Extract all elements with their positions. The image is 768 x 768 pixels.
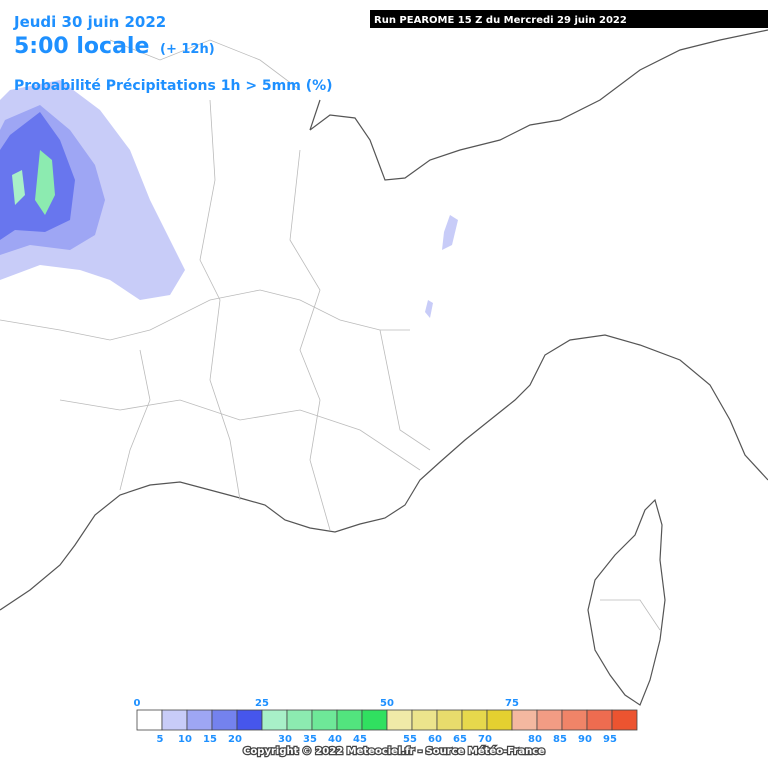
date: Jeudi 30 juin 2022 [13, 13, 166, 31]
legend-top-label: 0 [134, 698, 141, 709]
legend-swatch [261, 709, 288, 731]
legend-swatch [236, 709, 263, 731]
legend-swatch [436, 709, 463, 731]
legend-bottom-label: 30 [278, 734, 292, 745]
legend-swatch [161, 709, 188, 731]
legend-top-label: 50 [380, 698, 394, 709]
legend-swatch [361, 709, 388, 731]
offset: (+ 12h) [160, 42, 215, 57]
legend-top-label: 75 [505, 698, 519, 709]
legend-bottom-label: 65 [453, 734, 467, 745]
legend-bottom-label: 90 [578, 734, 592, 745]
legend-swatch [411, 709, 438, 731]
coastline [0, 29, 768, 706]
legend-swatch [561, 709, 588, 731]
product: Probabilité Précipitations 1h > 5mm (%) [14, 78, 333, 94]
legend-swatch [386, 709, 413, 731]
legend-bottom-label: 15 [203, 734, 217, 745]
legend-bottom-label: 80 [528, 734, 542, 745]
legend-bottom-label: 35 [303, 734, 317, 745]
legend-swatch [486, 709, 513, 731]
legend-swatch [536, 709, 563, 731]
legend-bottom-label: 40 [328, 734, 342, 745]
legend-swatch [286, 709, 313, 731]
legend-swatch [586, 709, 613, 731]
copyright: Copyright © 2022 Meteociel.fr - Source M… [243, 745, 545, 757]
legend-bottom-label: 20 [228, 734, 242, 745]
legend-swatch [136, 709, 163, 731]
legend-swatch [311, 709, 338, 731]
legend-bottom-label: 55 [403, 734, 417, 745]
time: 5:00 locale [14, 34, 149, 59]
legend-bottom-label: 95 [603, 734, 617, 745]
legend-bottom-label: 85 [553, 734, 567, 745]
run-info: Run PEAROME 15 Z du Mercredi 29 juin 202… [374, 15, 627, 26]
legend-swatch [611, 709, 638, 731]
legend-swatch [336, 709, 363, 731]
legend-bottom-label: 45 [353, 734, 367, 745]
legend-bottom-label: 60 [428, 734, 442, 745]
legend-bottom-label: 5 [157, 734, 164, 745]
legend: 0 25 50 75 5 10 15 20 30 35 40 45 55 60 65 70 80 85 90 95 [134, 698, 638, 745]
run-banner [370, 10, 768, 28]
legend-swatch [211, 709, 238, 731]
region-borders [0, 39, 661, 631]
precip-areas [0, 80, 458, 318]
legend-swatch [461, 709, 488, 731]
legend-top-label: 25 [255, 698, 269, 709]
legend-bottom-label: 10 [178, 734, 192, 745]
legend-bottom-label: 70 [478, 734, 492, 745]
legend-swatch [511, 709, 538, 731]
legend-swatch [186, 709, 213, 731]
